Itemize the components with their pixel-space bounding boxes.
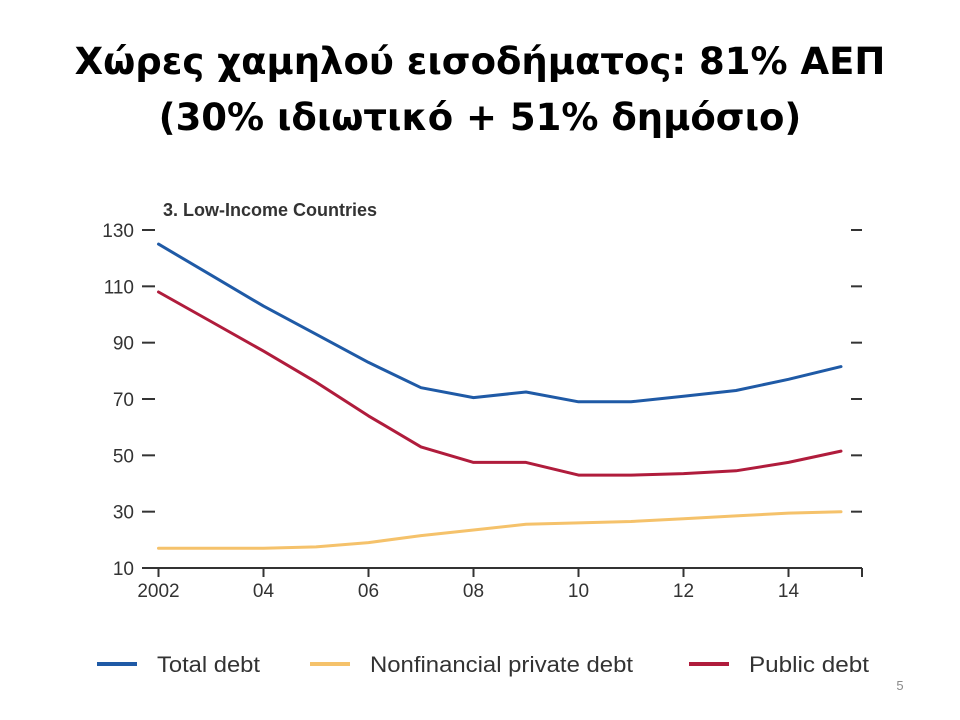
series-line-public-debt [157,290,843,477]
page-number: 5 [896,678,904,693]
y-tick-label: 110 [104,277,134,298]
y-tick-label: 70 [113,390,134,411]
slide-title-line-1: Χώρες χαμηλού εισοδήματος: 81% ΑΕΠ [74,40,886,83]
series-line-nonfinancial-private-debt [157,510,843,550]
chart-title: 3. Low-Income Countries [163,200,377,220]
y-tick-label: 130 [102,221,134,242]
slide-title-line-2: (30% ιδιωτικό + 51% δημόσιο) [158,96,802,139]
x-tick-label: 14 [778,581,800,602]
y-tick-label: 90 [113,334,134,355]
legend-label: Nonfinancial private debt [370,652,633,677]
x-tick-label: 12 [673,581,694,602]
x-tick-label: 2002 [137,581,179,602]
legend-label: Public debt [749,652,869,677]
x-tick-label: 06 [358,581,379,602]
x-tick-label: 10 [568,581,589,602]
series-line-total-debt [157,242,843,404]
y-tick-label: 30 [113,503,134,524]
slide-title: Χώρες χαμηλού εισοδήματος: 81% ΑΕΠ (30% … [0,34,960,146]
x-tick-label: 04 [253,581,275,602]
y-tick-label: 10 [113,559,134,580]
y-tick-label: 50 [113,446,134,467]
legend-label: Total debt [157,652,260,677]
x-tick-label: 08 [463,581,484,602]
